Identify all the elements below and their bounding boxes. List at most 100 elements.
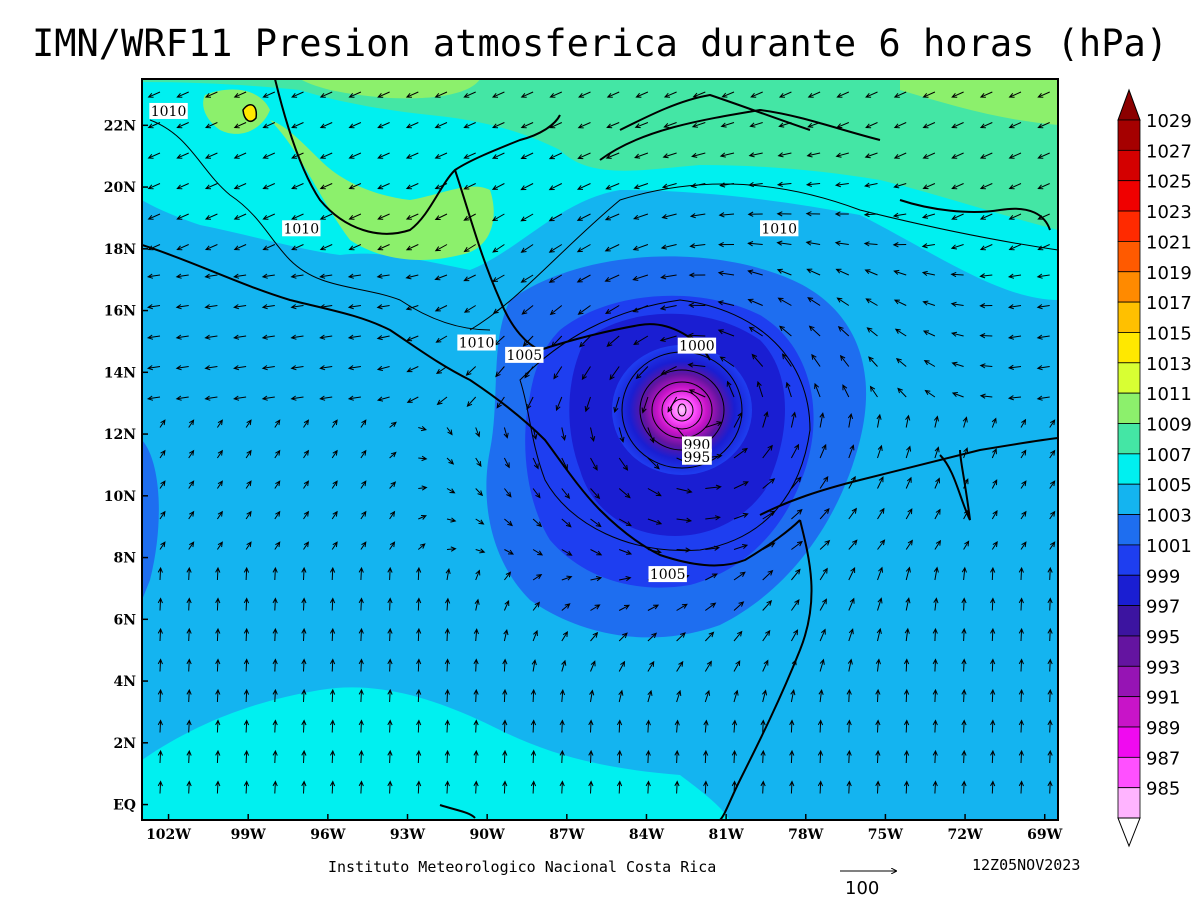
- wind-arrow: [204, 334, 218, 340]
- wind-arrow: [186, 719, 192, 733]
- wind-arrow: [749, 122, 763, 128]
- wind-arrow: [532, 457, 539, 470]
- lat-tick-label: 22N: [104, 118, 136, 134]
- wind-arrow: [473, 658, 479, 672]
- wind-arrow: [377, 183, 390, 190]
- wind-arrow: [502, 719, 508, 733]
- colorbar-swatch: [1117, 271, 1141, 303]
- wind-arrow: [704, 631, 715, 642]
- wind-arrow: [376, 396, 390, 402]
- wind-arrow: [1037, 122, 1050, 129]
- wind-arrow: [705, 421, 723, 428]
- wind-arrow: [805, 211, 821, 217]
- wind-arrow: [157, 719, 163, 733]
- wind-arrow: [532, 427, 538, 441]
- wind-arrow: [204, 395, 218, 401]
- wind-arrow: [762, 569, 774, 581]
- wind-arrow: [1018, 719, 1024, 733]
- wind-arrow: [245, 419, 252, 428]
- wind-arrow: [618, 488, 631, 499]
- wind-arrow: [243, 719, 250, 733]
- wind-arrow: [1049, 419, 1056, 428]
- wind-arrow: [590, 457, 598, 471]
- wind-arrow: [1008, 122, 1022, 129]
- wind-arrow: [760, 780, 766, 794]
- wind-arrow: [705, 484, 722, 490]
- wind-arrow: [532, 601, 540, 611]
- wind-arrow: [561, 549, 573, 556]
- wind-arrow: [676, 632, 686, 642]
- wind-arrow: [274, 449, 281, 459]
- wind-arrow: [520, 213, 534, 222]
- wind-arrow: [777, 297, 792, 306]
- wind-arrow: [733, 481, 749, 489]
- wind-arrow: [590, 604, 601, 611]
- wind-arrow: [551, 335, 563, 348]
- colorbar-label: 1021: [1146, 232, 1192, 253]
- wind-arrow: [233, 122, 247, 129]
- wind-arrow: [157, 688, 163, 703]
- wind-arrow: [864, 182, 878, 188]
- wind-arrow: [923, 360, 936, 367]
- wind-arrow: [789, 749, 795, 764]
- wind-arrow: [204, 304, 218, 310]
- colorbar-swatch: [1117, 756, 1141, 789]
- colorbar-label: 993: [1146, 657, 1180, 678]
- wind-arrow: [204, 122, 218, 129]
- wind-arrow: [703, 749, 709, 764]
- wind-arrow: [348, 122, 362, 129]
- wind-arrow: [731, 780, 737, 794]
- wind-arrow: [389, 481, 397, 489]
- wind-arrow: [463, 183, 476, 190]
- high-band-north-2: [142, 79, 1058, 230]
- wind-arrow: [733, 630, 743, 642]
- wind-arrow: [561, 659, 567, 672]
- wind-arrow: [492, 305, 505, 314]
- lat-tick-label: 20N: [104, 180, 136, 196]
- wind-arrow: [864, 152, 878, 159]
- wind-arrow: [705, 515, 721, 521]
- wind-arrow: [502, 749, 508, 764]
- wind-arrow: [175, 304, 189, 310]
- wind-arrow: [819, 567, 828, 581]
- wind-arrow: [434, 305, 448, 312]
- wind-arrow: [466, 396, 477, 408]
- wind-arrow: [807, 91, 821, 98]
- wind-arrow: [416, 627, 422, 642]
- wind-arrow: [676, 488, 693, 494]
- wind-arrow: [647, 548, 662, 554]
- wind-arrow: [549, 305, 563, 316]
- wind-arrow: [748, 326, 763, 337]
- wind-arrow: [348, 244, 362, 251]
- wind-arrow: [868, 356, 878, 367]
- wind-arrow: [358, 566, 364, 581]
- wind-arrow: [1036, 334, 1050, 340]
- wind-arrow: [733, 689, 739, 703]
- wind-arrow: [561, 603, 571, 611]
- wind-arrow: [262, 152, 276, 159]
- wind-arrow: [319, 213, 333, 220]
- wind-arrow: [262, 183, 276, 190]
- colorbar-swatch: [1117, 119, 1141, 151]
- isobar-label-bg: [282, 220, 321, 237]
- wind-arrow: [389, 510, 396, 520]
- wind-arrow: [233, 91, 247, 98]
- wind-arrow: [475, 518, 485, 525]
- wind-arrow: [834, 182, 849, 188]
- wind-arrow: [747, 269, 763, 276]
- wind-arrow: [405, 244, 419, 251]
- wind-arrow: [848, 628, 854, 642]
- wind-arrow: [726, 380, 735, 398]
- wind-arrow: [748, 152, 763, 158]
- wind-arrow: [877, 476, 884, 489]
- lat-tick-label: EQ: [113, 798, 136, 814]
- wind-arrow: [1018, 749, 1024, 764]
- wind-arrow: [520, 152, 534, 159]
- isobar-label-bg: [457, 334, 496, 351]
- datestamp-text: 12Z05NOV2023: [972, 856, 1081, 874]
- wind-arrow: [389, 451, 397, 459]
- wind-arrow: [272, 658, 278, 672]
- wind-arrow: [689, 213, 706, 219]
- wind-arrow: [961, 780, 967, 794]
- wind-arrow: [387, 566, 393, 581]
